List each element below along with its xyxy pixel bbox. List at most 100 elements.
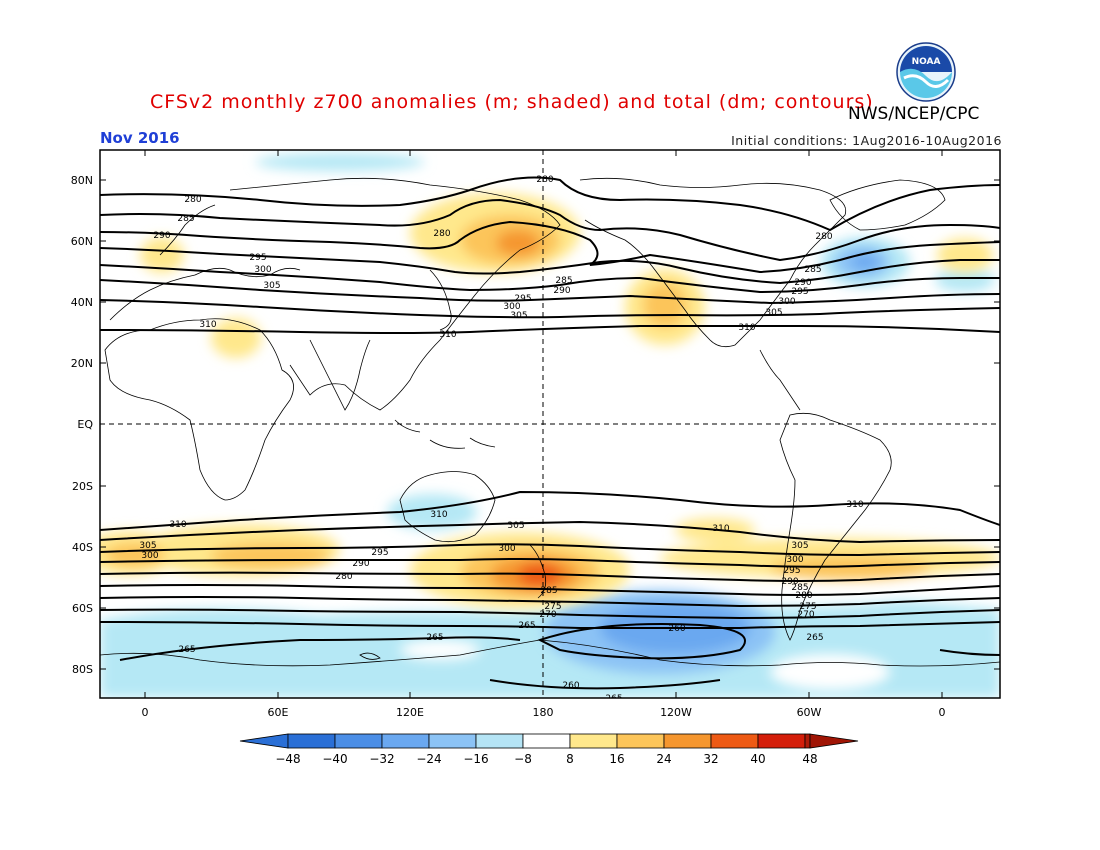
colorbar-tick: 24 [656, 752, 671, 766]
positive-anomaly-shading [100, 193, 1000, 608]
noaa-logo-text: NOAA [912, 57, 941, 67]
contour-label: 310 [169, 520, 186, 530]
colorbar-cell [663, 733, 712, 749]
contour-label: 295 [791, 287, 808, 297]
colorbar-cell [287, 733, 336, 749]
contour-label: 300 [498, 544, 515, 554]
colorbar-cell [334, 733, 383, 749]
colorbar [239, 733, 859, 749]
contour-label: 290 [352, 559, 369, 569]
contour-label: 275 [544, 602, 561, 612]
contour-label: 285 [540, 586, 557, 596]
colorbar-cell [710, 733, 759, 749]
contour-label: 270 [539, 610, 556, 620]
colorbar-cell [616, 733, 665, 749]
colorbar-tick: −16 [463, 752, 488, 766]
contour-label: 285 [804, 265, 821, 275]
latitude-ticks [100, 179, 1000, 670]
colorbar-cell [522, 733, 571, 749]
lon-label: 180 [533, 706, 554, 719]
contour-label: 280 [795, 591, 812, 601]
contour-label: 260 [668, 624, 685, 634]
contour-label: 265 [518, 621, 535, 631]
contour-label: 300 [254, 265, 271, 275]
colorbar-tick: 48 [802, 752, 817, 766]
longitude-ticks [144, 150, 943, 698]
contour-label: 310 [430, 510, 447, 520]
lon-label: 60E [268, 706, 289, 719]
contour-label: 285 [177, 214, 194, 224]
noaa-logo: NOAA [896, 42, 956, 102]
contour-label: 290 [781, 577, 798, 587]
lon-label: 120E [396, 706, 424, 719]
contour-label: 270 [797, 610, 814, 620]
colorbar-tick: −40 [322, 752, 347, 766]
lat-label: 40S [72, 541, 93, 554]
contour-label: 295 [249, 253, 266, 263]
contour-label: 310 [439, 330, 456, 340]
colorbar-tick: 40 [750, 752, 765, 766]
contour-label: 265 [178, 645, 195, 655]
colorbar-tick: −32 [369, 752, 394, 766]
contour-label: 310 [199, 320, 216, 330]
lon-label: 0 [939, 706, 946, 719]
map-title: CFSv2 monthly z700 anomalies (m; shaded)… [150, 91, 874, 113]
colorbar-tick: −8 [514, 752, 532, 766]
contour-label: 260 [562, 681, 579, 691]
contour-label: 305 [510, 311, 527, 321]
lat-label: EQ [77, 418, 93, 431]
contour-label: 305 [791, 541, 808, 551]
lat-label: 60S [72, 602, 93, 615]
colorbar-tick: 16 [609, 752, 624, 766]
colorbar-cell [475, 733, 524, 749]
lat-label: 20S [72, 480, 93, 493]
contour-label: 305 [765, 308, 782, 318]
lon-label: 0 [142, 706, 149, 719]
colorbar-cell [804, 733, 811, 749]
colorbar-tick: 8 [566, 752, 574, 766]
colorbar-cell [428, 733, 477, 749]
contour-label: 310 [846, 500, 863, 510]
contour-label: 300 [141, 551, 158, 561]
contour-label-group: 280 280 280 280 285 285 285 290 290 290 … [139, 175, 863, 704]
colorbar-ticks: −48 −40 −32 −24 −16 −8 8 16 24 32 40 48 [275, 752, 817, 766]
contour-label: 295 [783, 566, 800, 576]
contour-label: 285 [555, 276, 572, 286]
map-frame [99, 149, 1001, 699]
forecast-period: Nov 2016 [100, 129, 180, 147]
contour-label: 290 [153, 231, 170, 241]
contour-label: 280 [335, 572, 352, 582]
contour-label: 290 [794, 278, 811, 288]
contour-label: 305 [139, 541, 156, 551]
contour-label: 280 [815, 232, 832, 242]
lat-label: 20N [71, 357, 93, 370]
lon-label: 120W [660, 706, 692, 719]
colorbar-cell [757, 733, 806, 749]
colorbar-tick: −48 [275, 752, 300, 766]
colorbar-cell [381, 733, 430, 749]
lat-label: 80S [72, 663, 93, 676]
agency-label: NWS/NCEP/CPC [848, 104, 980, 124]
height-contours [100, 176, 1000, 690]
contour-label: 300 [786, 555, 803, 565]
colorbar-arrow-right [809, 733, 859, 749]
lat-label: 80N [71, 174, 93, 187]
contour-label: 305 [507, 521, 524, 531]
initial-conditions: Initial conditions: 1Aug2016-10Aug2016 [731, 133, 1002, 148]
contour-label: 310 [712, 524, 729, 534]
colorbar-tick: −24 [416, 752, 441, 766]
contour-label: 265 [426, 633, 443, 643]
contour-label: 300 [503, 302, 520, 312]
contour-label: 265 [605, 694, 622, 704]
lon-label: 60W [797, 706, 822, 719]
contour-label: 300 [778, 297, 795, 307]
contour-label: 295 [371, 548, 388, 558]
contour-label: 305 [263, 281, 280, 291]
colorbar-cell [569, 733, 618, 749]
contour-label: 280 [184, 195, 201, 205]
contour-label: 295 [514, 294, 531, 304]
latitude-axis: 80N 60N 40N 20N EQ 20S 40S 60S 80S [71, 174, 94, 676]
contour-label: 275 [799, 602, 816, 612]
contour-label: 310 [738, 323, 755, 333]
